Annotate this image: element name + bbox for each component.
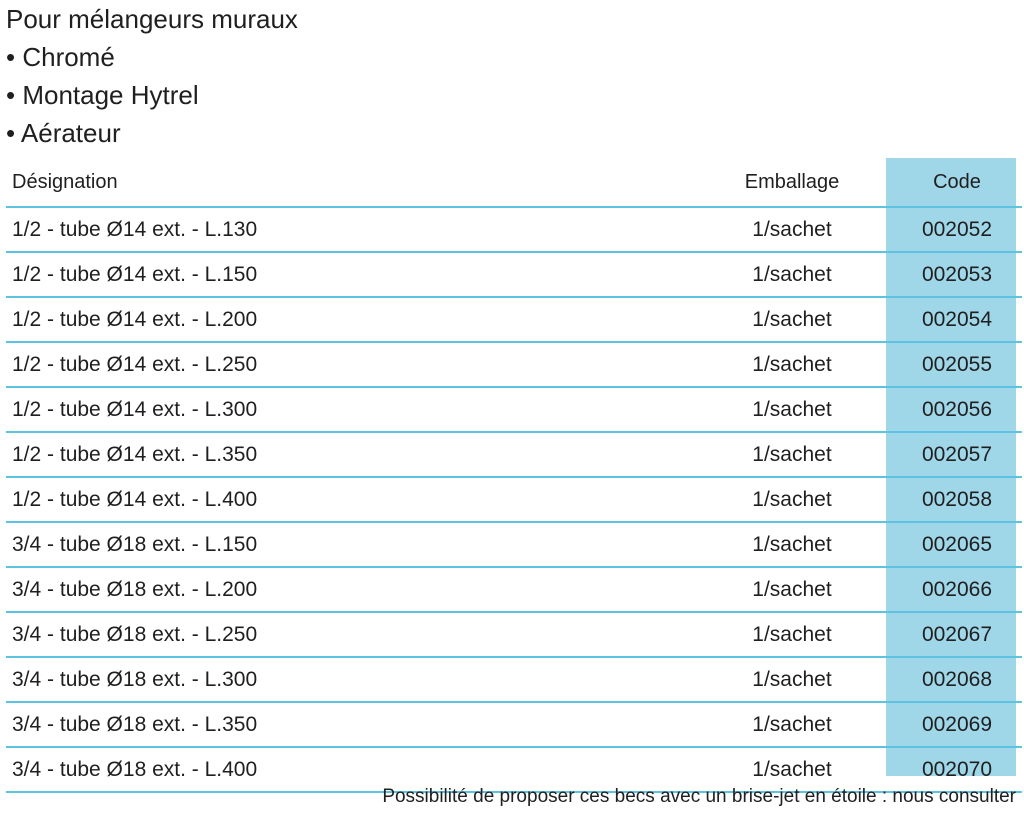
cell-designation: 1/2 - tube Ø14 ext. - L.250 — [6, 342, 692, 388]
cell-code: 002052 — [892, 207, 1022, 253]
intro-bullet: • Aérateur — [6, 118, 121, 148]
cell-emballage: 1/sachet — [692, 207, 892, 253]
cell-emballage: 1/sachet — [692, 252, 892, 298]
table-header: Désignation Emballage Code — [6, 158, 1022, 208]
cell-emballage: 1/sachet — [692, 522, 892, 568]
cell-code: 002058 — [892, 477, 1022, 523]
table-row: 3/4 - tube Ø18 ext. - L.300 1/sachet 002… — [6, 657, 1022, 703]
cell-emballage: 1/sachet — [692, 297, 892, 343]
table-row: 1/2 - tube Ø14 ext. - L.300 1/sachet 002… — [6, 387, 1022, 433]
cell-code: 002056 — [892, 387, 1022, 433]
cell-code: 002070 — [892, 747, 1022, 793]
footer-note: Possibilité de proposer ces becs avec un… — [382, 786, 1016, 807]
intro-title: Pour mélangeurs muraux — [6, 4, 298, 34]
cell-code: 002057 — [892, 432, 1022, 478]
cell-emballage: 1/sachet — [692, 342, 892, 388]
cell-designation: 3/4 - tube Ø18 ext. - L.200 — [6, 567, 692, 613]
cell-code: 002054 — [892, 297, 1022, 343]
cell-designation: 1/2 - tube Ø14 ext. - L.300 — [6, 387, 692, 433]
table-row: 1/2 - tube Ø14 ext. - L.200 1/sachet 002… — [6, 297, 1022, 343]
cell-emballage: 1/sachet — [692, 387, 892, 433]
cell-code: 002069 — [892, 702, 1022, 748]
header-emballage: Emballage — [692, 158, 892, 208]
cell-designation: 3/4 - tube Ø18 ext. - L.300 — [6, 657, 692, 703]
cell-designation: 3/4 - tube Ø18 ext. - L.250 — [6, 612, 692, 658]
cell-emballage: 1/sachet — [692, 702, 892, 748]
table-row: 1/2 - tube Ø14 ext. - L.350 1/sachet 002… — [6, 432, 1022, 478]
table-row: 1/2 - tube Ø14 ext. - L.400 1/sachet 002… — [6, 477, 1022, 523]
cell-code: 002055 — [892, 342, 1022, 388]
header-designation: Désignation — [6, 158, 692, 208]
cell-designation: 1/2 - tube Ø14 ext. - L.350 — [6, 432, 692, 478]
table-row: 1/2 - tube Ø14 ext. - L.250 1/sachet 002… — [6, 342, 1022, 388]
intro-bullet: • Montage Hytrel — [6, 80, 199, 110]
table-body: 1/2 - tube Ø14 ext. - L.130 1/sachet 002… — [6, 207, 1022, 793]
cell-emballage: 1/sachet — [692, 747, 892, 793]
cell-designation: 1/2 - tube Ø14 ext. - L.200 — [6, 297, 692, 343]
table-row: 3/4 - tube Ø18 ext. - L.200 1/sachet 002… — [6, 567, 1022, 613]
header-code: Code — [892, 158, 1022, 208]
cell-emballage: 1/sachet — [692, 567, 892, 613]
table-row: 3/4 - tube Ø18 ext. - L.350 1/sachet 002… — [6, 702, 1022, 748]
cell-designation: 1/2 - tube Ø14 ext. - L.130 — [6, 207, 692, 253]
cell-designation: 3/4 - tube Ø18 ext. - L.400 — [6, 747, 692, 793]
cell-code: 002065 — [892, 522, 1022, 568]
cell-emballage: 1/sachet — [692, 432, 892, 478]
cell-designation: 3/4 - tube Ø18 ext. - L.150 — [6, 522, 692, 568]
cell-code: 002053 — [892, 252, 1022, 298]
intro-block: Pour mélangeurs muraux • Chromé • Montag… — [6, 0, 298, 152]
header-row: Désignation Emballage Code — [6, 158, 1022, 208]
cell-code: 002066 — [892, 567, 1022, 613]
table-row: 1/2 - tube Ø14 ext. - L.130 1/sachet 002… — [6, 207, 1022, 253]
cell-emballage: 1/sachet — [692, 477, 892, 523]
table-row: 3/4 - tube Ø18 ext. - L.150 1/sachet 002… — [6, 522, 1022, 568]
cell-emballage: 1/sachet — [692, 612, 892, 658]
cell-emballage: 1/sachet — [692, 657, 892, 703]
cell-designation: 1/2 - tube Ø14 ext. - L.400 — [6, 477, 692, 523]
table-row: 3/4 - tube Ø18 ext. - L.400 1/sachet 002… — [6, 747, 1022, 793]
cell-code: 002067 — [892, 612, 1022, 658]
table-row: 1/2 - tube Ø14 ext. - L.150 1/sachet 002… — [6, 252, 1022, 298]
cell-designation: 1/2 - tube Ø14 ext. - L.150 — [6, 252, 692, 298]
cell-designation: 3/4 - tube Ø18 ext. - L.350 — [6, 702, 692, 748]
cell-code: 002068 — [892, 657, 1022, 703]
intro-bullet: • Chromé — [6, 42, 115, 72]
table-row: 3/4 - tube Ø18 ext. - L.250 1/sachet 002… — [6, 612, 1022, 658]
product-table: Désignation Emballage Code 1/2 - tube Ø1… — [6, 158, 1022, 793]
